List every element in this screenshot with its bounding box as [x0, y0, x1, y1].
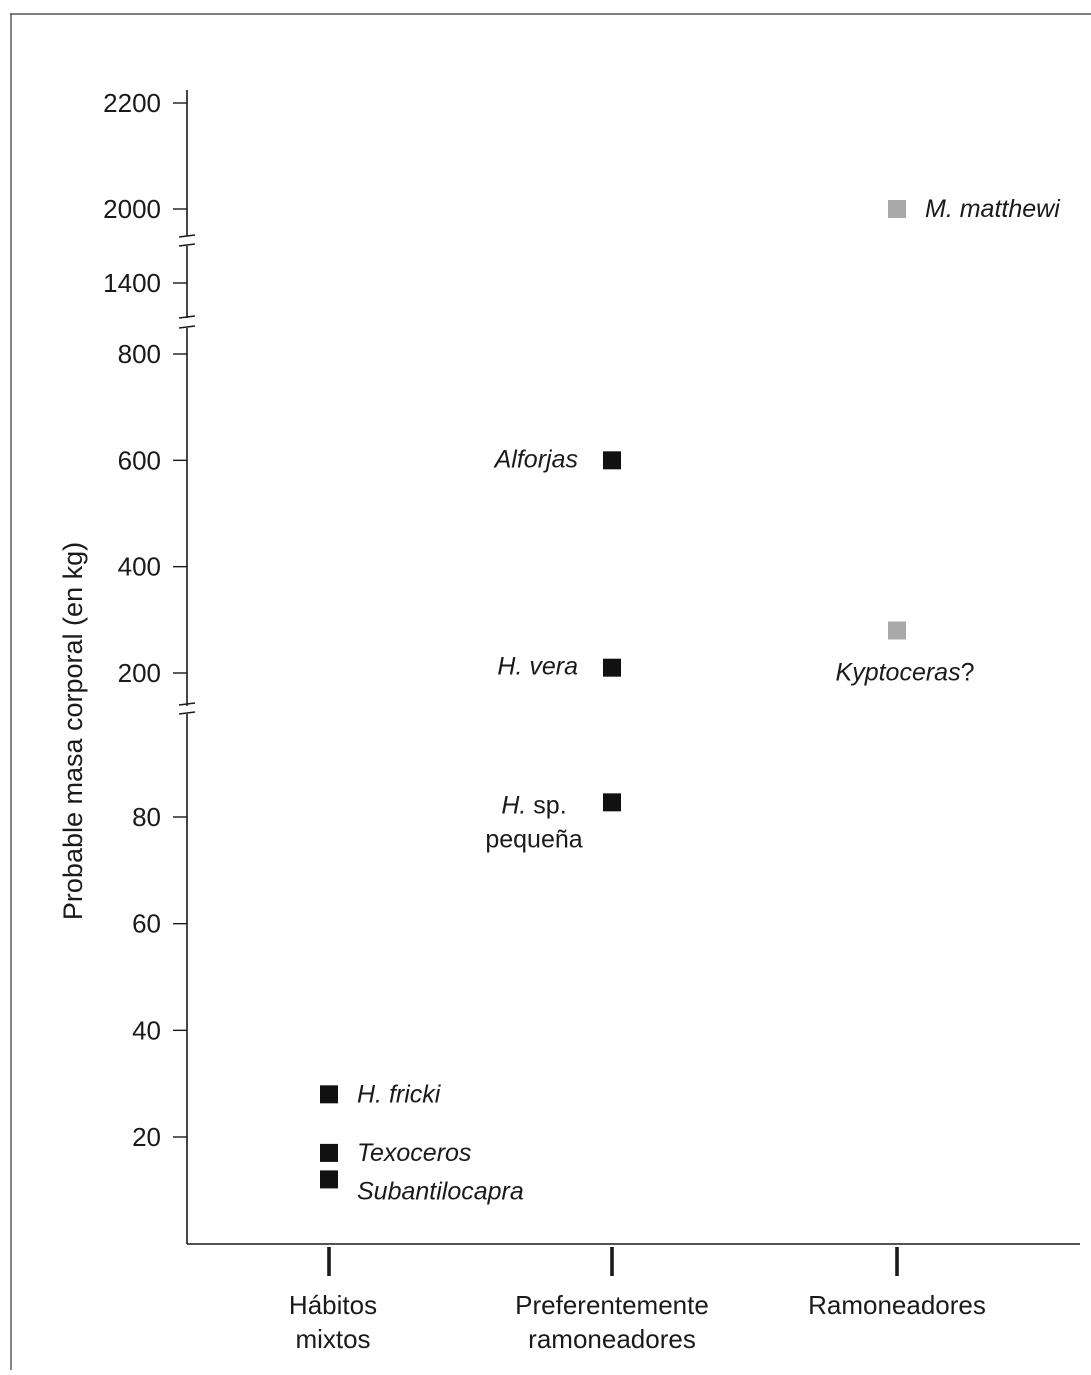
- axis-break-mark: [178, 243, 196, 247]
- point-label-part: M. matthewi: [925, 195, 1061, 223]
- data-point-label: H. sp.: [501, 791, 566, 819]
- data-point-marker: [603, 451, 621, 470]
- y-tick-label: 2000: [103, 194, 161, 224]
- x-category-label: Ramoneadores: [808, 1290, 986, 1320]
- data-point-marker: [888, 621, 906, 640]
- data-point-label: pequeña: [485, 825, 582, 853]
- point-label-part: Alforjas: [493, 445, 578, 473]
- point-label-part: sp.: [526, 791, 566, 819]
- point-label-part: ?: [961, 658, 975, 686]
- x-category-label: mixtos: [295, 1324, 370, 1354]
- y-tick-label: 40: [132, 1015, 161, 1045]
- axis-break-mark: [178, 702, 196, 706]
- point-label-part: H. vera: [497, 653, 578, 681]
- point-label-part: Texoceros: [357, 1139, 471, 1167]
- data-point-marker: [320, 1143, 338, 1162]
- y-tick-label: 800: [118, 339, 161, 369]
- y-tick-label: 80: [132, 802, 161, 832]
- axis-break-mark: [178, 325, 196, 329]
- data-point-marker: [320, 1085, 338, 1104]
- point-label-part: H. fricki: [357, 1080, 442, 1108]
- data-point-label: M. matthewi: [925, 195, 1061, 223]
- y-tick-label: 2200: [103, 88, 161, 118]
- y-ticks-group: 20 40 60 80 200 400 600 800 1400 2000 2200: [103, 88, 187, 1152]
- point-label-part: pequeña: [485, 825, 582, 853]
- y-tick-label: 20: [132, 1122, 161, 1152]
- data-point-label: Kyptoceras?: [836, 658, 975, 686]
- data-points-group: H. fricki Texoceros Subantilocapra Alforjas…: [320, 195, 1061, 1205]
- data-point-label: Alforjas: [493, 445, 578, 473]
- x-categories-group: Hábitos mixtos Preferentemente ramoneadores…: [289, 1247, 986, 1354]
- y-tick-label: 400: [118, 552, 161, 582]
- data-point-label: Texoceros: [357, 1139, 471, 1167]
- y-tick-label: 200: [118, 658, 161, 688]
- data-point-marker: [320, 1170, 338, 1189]
- y-tick-label: 60: [132, 909, 161, 939]
- axes-group: [10, 13, 1091, 1370]
- point-label-part: H.: [501, 791, 526, 819]
- data-point-label: H. fricki: [357, 1080, 442, 1108]
- x-category-label: Hábitos: [289, 1290, 377, 1320]
- data-point-marker: [603, 658, 621, 677]
- point-label-part: Kyptoceras: [836, 658, 961, 686]
- point-label-part: Subantilocapra: [357, 1177, 524, 1205]
- y-axis-label: Probable masa corporal (en kg): [58, 542, 88, 920]
- axis-break-mark: [178, 711, 196, 715]
- axis-break-mark: [178, 315, 196, 319]
- axis-break-mark: [178, 234, 196, 238]
- data-point-marker: [888, 200, 906, 218]
- y-tick-label: 1400: [103, 268, 161, 298]
- x-category-label: ramoneadores: [528, 1324, 696, 1354]
- data-point-label: Subantilocapra: [357, 1177, 524, 1205]
- x-category-label: Preferentemente: [515, 1290, 709, 1320]
- y-tick-label: 600: [118, 445, 161, 475]
- data-point-label: H. vera: [497, 653, 578, 681]
- data-point-marker: [603, 793, 621, 812]
